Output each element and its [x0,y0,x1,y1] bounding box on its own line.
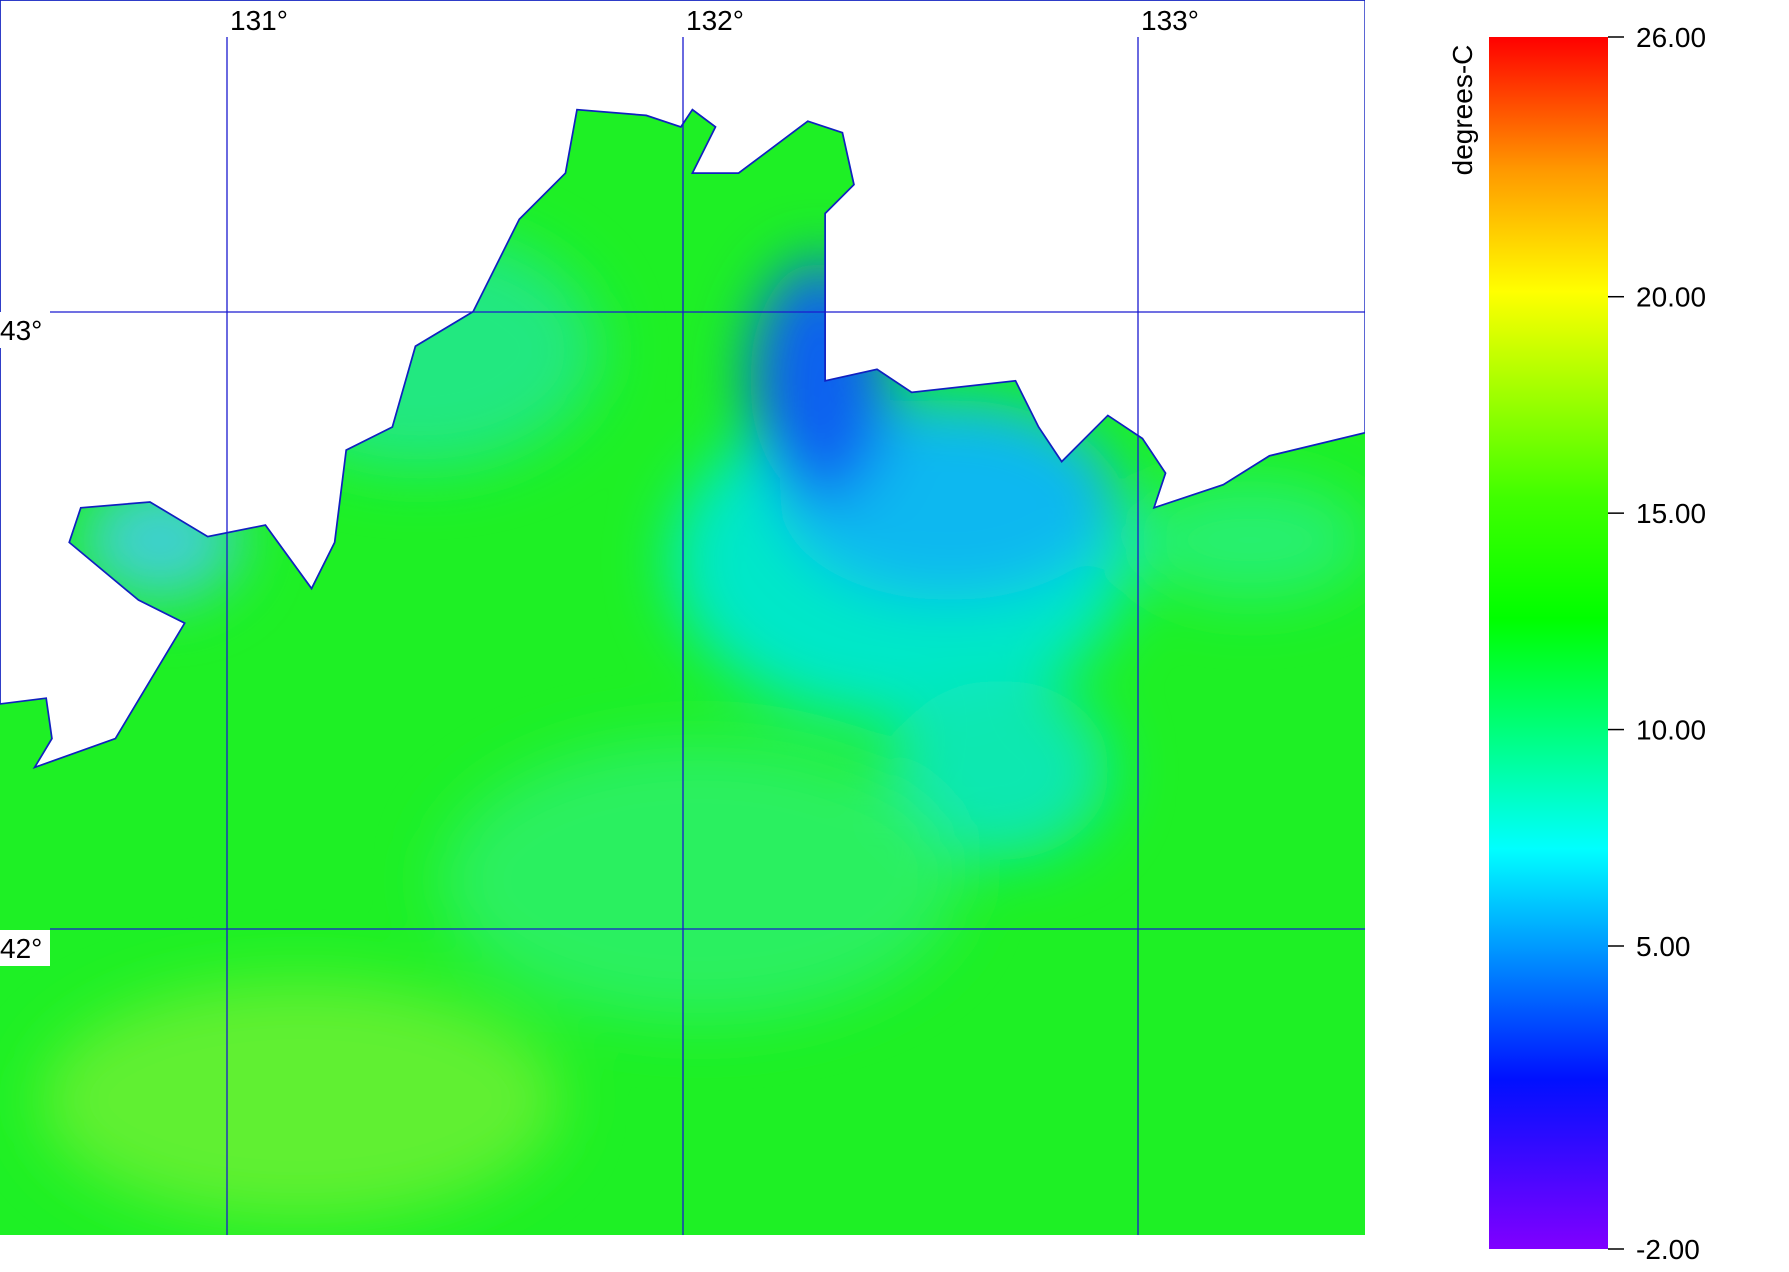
colorbar-tick-label: 26.00 [1636,22,1706,53]
lat-label: 42° [0,933,42,964]
colorbar-tick-label: 20.00 [1636,282,1706,313]
colorbar-tick-label: -2.00 [1636,1234,1700,1265]
colorbar-label: degrees-C [1447,45,1478,176]
colorbar-tick-label: 15.00 [1636,498,1706,529]
lon-label: 133° [1141,5,1199,36]
colorbar-tick-label: 5.00 [1636,931,1691,962]
colorbar [1489,37,1608,1249]
colorbar-tick-label: 10.00 [1636,715,1706,746]
sst-field [0,0,1365,1235]
lon-label: 132° [686,5,744,36]
lat-label: 43° [0,315,42,346]
lon-label: 131° [230,5,288,36]
